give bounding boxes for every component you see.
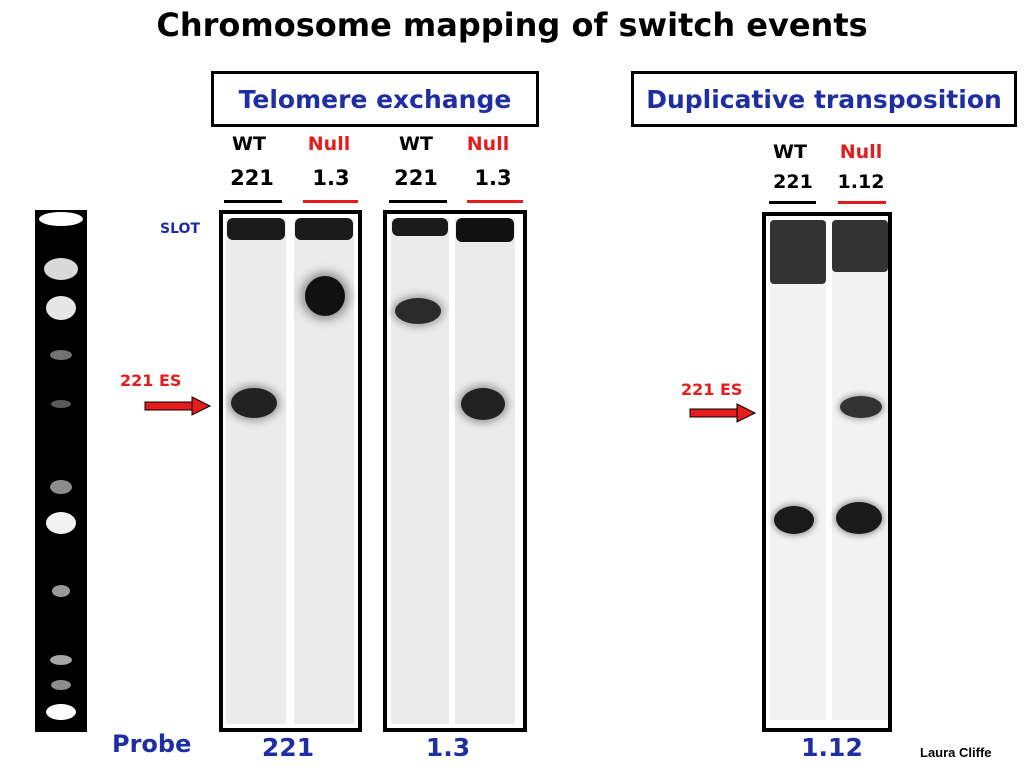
blot1-null-label: Null — [307, 133, 351, 155]
probe-value-blot1: 221 — [261, 733, 315, 762]
ethidium-gel-image — [35, 210, 87, 732]
author-credit: Laura Cliffe — [920, 745, 992, 760]
blot-221-probe — [219, 210, 362, 732]
es-label-left: 221 ES — [120, 371, 182, 390]
slot-label: SLOT — [160, 221, 200, 237]
probe-label: Probe — [112, 730, 192, 758]
blot-1-3-probe — [383, 210, 527, 732]
blot1-null-number: 1.3 — [312, 166, 350, 190]
blot1-wt-underline — [224, 200, 282, 203]
probe-value-blot2: 1.3 — [425, 733, 471, 762]
duplicative-transposition-box: Duplicative transposition — [631, 71, 1017, 127]
arrow-right-icon — [689, 403, 757, 423]
blot3-wt-number: 221 — [773, 171, 813, 193]
blot1-wt-number: 221 — [230, 166, 274, 190]
blot2-wt-underline — [389, 200, 447, 203]
blot3-null-label: Null — [839, 141, 883, 163]
blot2-null-underline — [467, 200, 523, 203]
arrow-right-icon — [144, 396, 212, 416]
blot2-wt-number: 221 — [394, 166, 438, 190]
telomere-exchange-box: Telomere exchange — [211, 71, 539, 127]
blot2-null-number: 1.3 — [474, 166, 512, 190]
es-label-right: 221 ES — [681, 380, 743, 399]
slide-title: Chromosome mapping of switch events — [156, 6, 868, 44]
blot1-null-underline — [303, 200, 358, 203]
blot3-null-number: 1.12 — [837, 171, 885, 193]
blot1-wt-label: WT — [232, 133, 266, 155]
blot3-null-underline — [838, 201, 886, 204]
blot2-null-label: Null — [466, 133, 510, 155]
blot2-wt-label: WT — [399, 133, 433, 155]
blot3-wt-underline — [769, 201, 816, 204]
probe-value-blot3: 1.12 — [801, 733, 863, 762]
blot-1-12-probe — [762, 212, 892, 732]
blot3-wt-label: WT — [773, 141, 807, 163]
